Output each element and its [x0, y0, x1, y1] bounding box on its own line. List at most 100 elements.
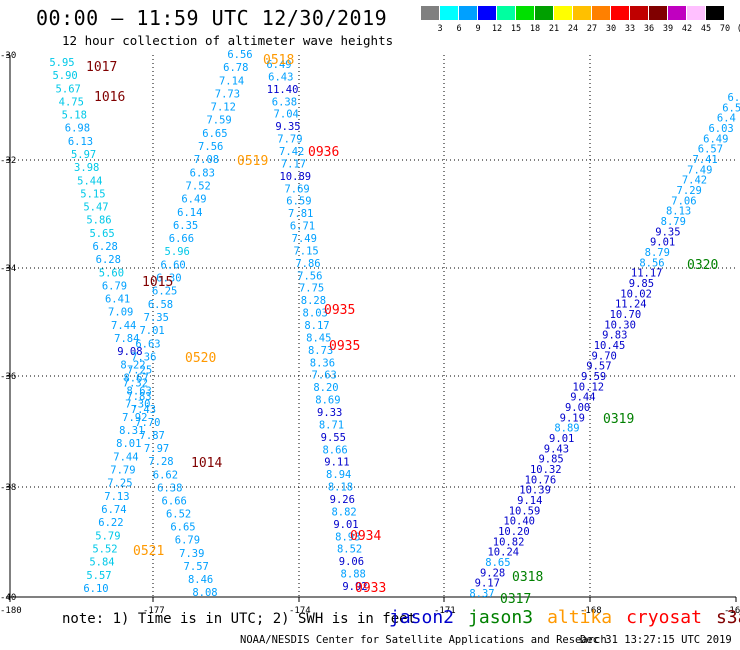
wave-height-label: 5.65	[89, 228, 114, 240]
map-subtitle: 12 hour collection of altimeter wave hei…	[62, 33, 394, 48]
wave-height-label: 3.98	[74, 162, 99, 174]
pass-time-label: 0319	[603, 412, 634, 427]
wave-height-label: 8.03	[303, 308, 328, 320]
wave-height-label: 10.24	[487, 547, 519, 559]
wave-height-label: 8.89	[554, 423, 579, 435]
satellite-legend: jason2 jason3 altika cryosat s3a	[389, 607, 740, 628]
wave-height-label: 9.14	[517, 495, 542, 507]
wave-height-label: 9.19	[560, 412, 585, 424]
legend-label: 9	[475, 24, 481, 34]
wave-height-label: 7.35	[144, 312, 169, 324]
wave-height-label: 7.86	[295, 258, 320, 270]
wave-height-label: 6.5	[728, 92, 740, 104]
legend-swatch	[478, 6, 496, 20]
wave-height-label: 6.57	[698, 144, 723, 156]
wave-height-label: 9.35	[655, 226, 680, 238]
wave-height-label: 7.44	[111, 320, 136, 332]
wave-height-label: 9.28	[480, 567, 505, 579]
wave-height-label: 9.01	[650, 237, 675, 249]
pass-time-label: 0935	[329, 339, 360, 354]
wave-height-label: 7.56	[297, 270, 322, 282]
wave-height-label: 9.83	[602, 330, 627, 342]
pass-time-label: 0320	[687, 258, 718, 273]
satellite-s3a: s3a	[715, 607, 740, 628]
wave-height-label: 5.96	[165, 246, 190, 258]
wave-height-label: 9.01	[549, 433, 574, 445]
legend-label: 27	[586, 24, 598, 34]
wave-height-label: 7.13	[104, 491, 129, 503]
wave-height-label: 10.59	[509, 505, 541, 517]
wave-height-label: 7.08	[194, 154, 219, 166]
legend-swatch	[459, 6, 477, 20]
wave-height-label: 8.94	[326, 469, 351, 481]
wave-height-label: 6.79	[102, 280, 127, 292]
wave-height-label: 8.46	[188, 574, 213, 586]
legend-swatch	[516, 6, 534, 20]
legend-swatch	[630, 6, 648, 20]
legend-label: 24	[567, 24, 579, 34]
wave-height-label: 8.73	[308, 345, 333, 357]
legend-label: 6	[456, 24, 462, 34]
y-tick-label: -30	[0, 51, 16, 61]
wave-height-label: 7.28	[148, 456, 173, 468]
track-jason3: 6.566.787.147.737.127.596.657.567.086.83…	[123, 49, 253, 599]
legend-swatch	[497, 6, 515, 20]
legend-label: 18	[529, 24, 541, 34]
wave-height-label: 6.38	[272, 96, 297, 108]
wave-height-label: 6.83	[190, 167, 215, 179]
wave-height-label: 8.31	[119, 425, 144, 437]
wave-height-label: 9.01	[333, 519, 358, 531]
wave-height-label: 6.49	[266, 59, 291, 71]
wave-height-label: 7.17	[281, 158, 306, 170]
wave-height-label: 10.45	[594, 340, 626, 352]
wave-height-label: 7.25	[107, 478, 132, 490]
wave-height-label: 7.32	[123, 378, 148, 390]
wave-height-label: 8.63	[127, 386, 152, 398]
wave-height-label: 8.82	[331, 506, 356, 518]
legend-swatch	[611, 6, 629, 20]
wave-height-label: 7.01	[139, 325, 164, 337]
wave-height-label: 5.57	[86, 570, 111, 582]
x-tick-label: -174	[289, 606, 311, 616]
legend-label: 12	[491, 24, 503, 34]
pass-time-label: 0520	[185, 351, 216, 366]
track-jason3: 5.955.905.674.75 5.186.986.135.973.985.44…	[49, 57, 151, 595]
wave-height-label: 8.69	[315, 395, 340, 407]
wave-height-label: 7.39	[179, 548, 204, 560]
wave-height-label: 7.84	[114, 333, 139, 345]
legend-label: 21	[548, 24, 560, 34]
generated-timestamp: Dec 31 13:27:15 UTC 2019	[580, 634, 732, 646]
wave-height-label: 11.40	[267, 84, 299, 96]
axis-ticks: -180 -177 -174 -171 -168 -165 -30 -32 -34 -36 -38 -…	[0, 51, 740, 616]
wave-height-label: 7.79	[277, 134, 302, 146]
wave-height-label: 7.59	[206, 115, 231, 127]
legend-label: 39	[662, 24, 674, 34]
wave-height-label: 6.13	[68, 136, 93, 148]
legend-swatch	[706, 6, 724, 20]
legend-swatch	[668, 6, 686, 20]
wave-height-label: 7.56	[198, 141, 223, 153]
wave-height-label: 6.65	[170, 522, 195, 534]
wave-height-label: 6.58	[148, 299, 173, 311]
wave-height-label: 6.43	[268, 71, 293, 83]
wave-height-label: 5.18	[62, 110, 87, 122]
track-jason3: 6.496.4311.406.387.049.357.797.427.1710.…	[266, 59, 367, 593]
wave-height-label: 6.62	[153, 469, 178, 481]
wave-height-label: 8.20	[313, 382, 338, 394]
y-tick-label: -38	[0, 483, 16, 493]
wave-height-label: 6.5	[722, 102, 740, 114]
pass-time-label: 1017	[86, 60, 117, 75]
wave-height-label: 8.37	[469, 588, 494, 600]
satellite-jason3: jason3	[468, 607, 534, 628]
wave-height-label: 8.28	[301, 295, 326, 307]
wave-height-label: 5.60	[99, 267, 124, 279]
pass-time-label: 1015	[142, 275, 173, 290]
wave-height-label: 6.59	[286, 196, 311, 208]
pass-time-label: 0936	[308, 145, 339, 160]
wave-height-label: 6.63	[135, 338, 160, 350]
wave-height-label: 6.66	[162, 496, 187, 508]
satellite-jason2: jason2	[389, 607, 455, 628]
pass-time-label: 0317	[500, 592, 531, 607]
wave-height-label: 10.82	[493, 536, 525, 548]
